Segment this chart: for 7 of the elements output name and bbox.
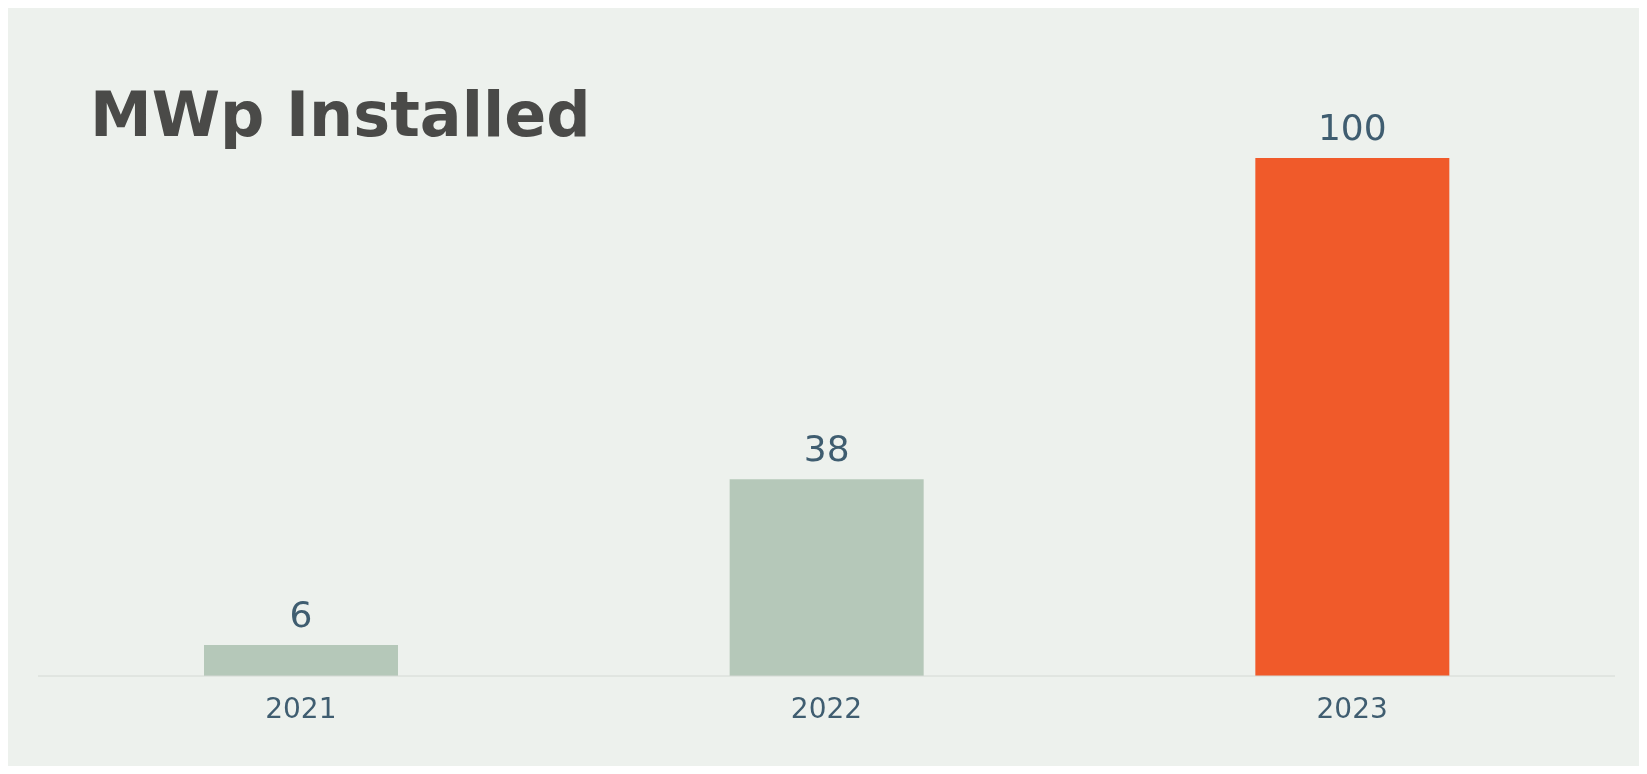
chart-title: MWp Installed bbox=[90, 78, 591, 151]
x-tick-label: 2021 bbox=[265, 691, 337, 725]
x-tick-label: 2022 bbox=[790, 691, 863, 725]
data-label: 6 bbox=[289, 593, 313, 635]
data-label: 38 bbox=[803, 428, 850, 470]
x-tick-label: 2023 bbox=[1316, 691, 1388, 725]
data-label: 100 bbox=[1317, 107, 1387, 148]
